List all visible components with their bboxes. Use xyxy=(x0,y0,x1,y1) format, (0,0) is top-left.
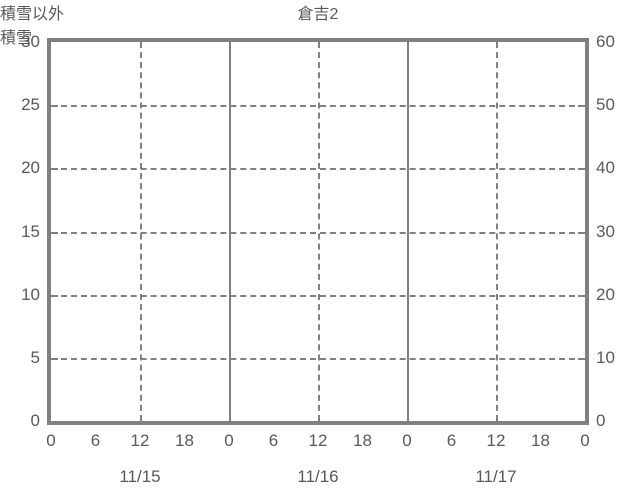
y-axis-label-right: 30 xyxy=(596,221,615,241)
plot-inner xyxy=(51,42,585,421)
x-axis-label-hour: 12 xyxy=(130,431,150,450)
x-axis-label-hour: 12 xyxy=(308,431,328,450)
x-axis-label-hour: 0 xyxy=(224,431,234,450)
x-axis-label-hour: 6 xyxy=(268,431,279,450)
vertical-gridline-dashed xyxy=(318,42,320,421)
y-axis-label-left: 20 xyxy=(21,158,40,178)
y-axis-label-right: 20 xyxy=(596,284,615,304)
x-axis-label-hour: 6 xyxy=(446,431,457,450)
plot-area xyxy=(47,38,589,425)
y-axis-tick-left xyxy=(51,231,58,234)
y-axis-label-right: 60 xyxy=(596,32,615,51)
y-axis-label-left: 0 xyxy=(30,411,40,430)
y-axis-label-right: 50 xyxy=(596,95,615,115)
y-axis-label-left: 25 xyxy=(21,95,40,115)
y-axis-tick-right xyxy=(578,231,585,234)
y-axis-label-left: 5 xyxy=(30,347,40,367)
chart-title: 倉吉2 xyxy=(297,6,339,23)
y-axis-tick-right xyxy=(578,357,585,360)
y-axis-label-right: 40 xyxy=(596,158,615,178)
x-axis-label-hour: 0 xyxy=(402,431,412,450)
vertical-gridline-dashed xyxy=(496,42,498,421)
x-axis-label-hour: 18 xyxy=(353,431,372,450)
day-boundary-line xyxy=(407,42,409,421)
x-axis-label-date: 11/15 xyxy=(119,467,161,486)
x-axis-label-hour: 18 xyxy=(175,431,194,450)
vertical-gridline-dashed xyxy=(140,42,142,421)
day-boundary-line xyxy=(229,42,231,421)
x-axis-label-hour: 18 xyxy=(531,431,550,450)
y-axis-tick-right xyxy=(578,294,585,297)
y-axis-tick-left xyxy=(51,105,58,108)
y-axis-tick-left xyxy=(51,294,58,297)
right-axis-title: 積雪 xyxy=(0,30,33,47)
y-axis-label-right: 10 xyxy=(596,347,615,367)
x-axis-label-hour: 12 xyxy=(486,431,506,450)
x-axis-label-hour: 0 xyxy=(46,431,56,450)
y-axis-tick-right xyxy=(578,105,585,108)
x-axis-label-hour: 0 xyxy=(580,431,590,450)
y-axis-tick-right xyxy=(578,168,585,171)
y-axis-label-left: 15 xyxy=(21,221,40,241)
left-axis-title: 積雪以外 xyxy=(0,6,65,23)
y-axis-label-left: 30 xyxy=(21,32,40,51)
y-axis-label-left: 10 xyxy=(21,284,40,304)
y-axis-label-right: 0 xyxy=(596,411,606,430)
x-axis-label-hour: 6 xyxy=(90,431,101,450)
x-axis-label-date: 11/16 xyxy=(297,467,339,486)
x-axis-label-date: 11/17 xyxy=(475,467,517,486)
y-axis-tick-left xyxy=(51,168,58,171)
y-axis-tick-left xyxy=(51,357,58,360)
